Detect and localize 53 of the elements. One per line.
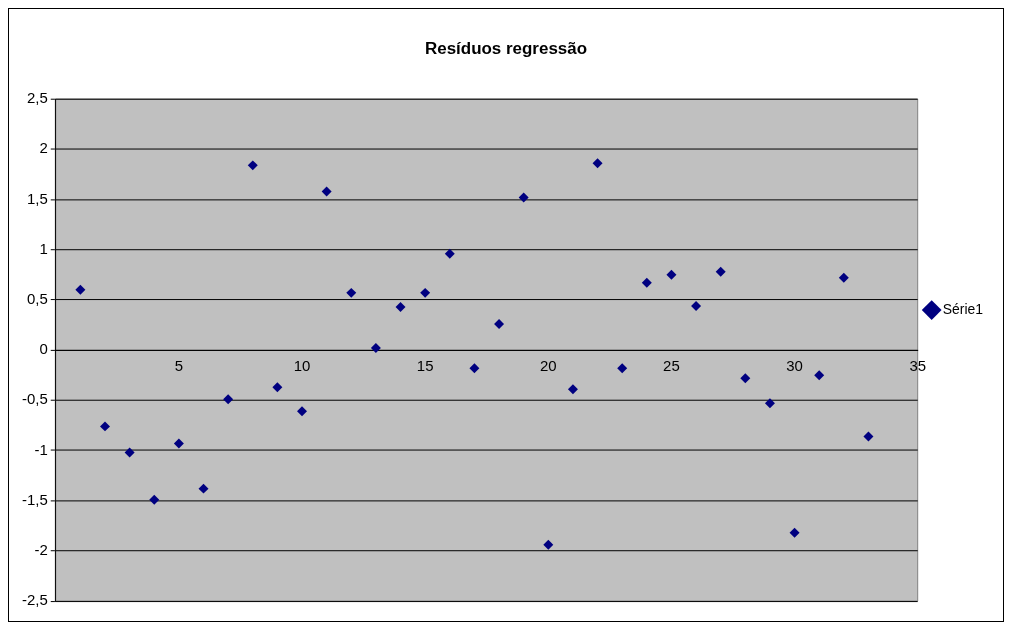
- y-tick-label: -1: [34, 440, 48, 458]
- point: [740, 373, 751, 384]
- point: [100, 421, 110, 432]
- point: [173, 438, 184, 449]
- point: [789, 527, 800, 538]
- point: [567, 384, 578, 395]
- point: [75, 284, 86, 295]
- point: [444, 248, 455, 259]
- y-tick-label: -2,5: [21, 591, 48, 609]
- y-tick-label: -0,5: [21, 390, 48, 408]
- point: [395, 301, 406, 312]
- y-tick-label: -2: [34, 541, 48, 558]
- y-tick-label: -1,5: [21, 490, 48, 508]
- point: [247, 160, 258, 171]
- point: [223, 394, 234, 405]
- y-tick-label: 1,5: [26, 189, 48, 207]
- point: [641, 277, 652, 288]
- point: [494, 319, 505, 329]
- point: [518, 192, 529, 203]
- point: [272, 382, 283, 393]
- legend-label: Série1: [942, 300, 984, 317]
- y-tick-label: 0,5: [26, 290, 48, 308]
- x-tick-label: 10: [293, 357, 311, 375]
- point: [124, 447, 135, 458]
- point: [691, 300, 702, 311]
- point: [715, 266, 726, 277]
- point: [617, 363, 628, 374]
- point: [370, 343, 381, 354]
- point: [297, 406, 308, 417]
- point: [592, 158, 603, 169]
- point: [321, 186, 332, 197]
- point: [469, 363, 480, 374]
- x-tick-label: 5: [174, 357, 184, 375]
- point: [543, 539, 554, 550]
- point: [666, 269, 677, 280]
- y-tick-label: 1: [39, 239, 48, 257]
- point: [420, 287, 431, 298]
- point: [346, 287, 357, 298]
- point: [863, 431, 874, 442]
- x-tick-label: 35: [909, 357, 927, 375]
- point: [814, 370, 825, 381]
- point: [149, 494, 160, 505]
- x-tick-label: 25: [663, 357, 680, 375]
- x-tick-label: 15: [416, 357, 434, 375]
- point: [838, 272, 849, 283]
- x-tick-label: 30: [786, 357, 803, 375]
- x-tick-label: 20: [539, 357, 557, 375]
- y-tick-label: 2: [39, 139, 48, 157]
- y-tick-label: 2,5: [26, 89, 48, 107]
- chart-title: Resíduos regressão: [424, 38, 588, 58]
- y-tick-label: 0: [39, 340, 48, 358]
- point: [198, 483, 209, 494]
- point: [764, 398, 775, 409]
